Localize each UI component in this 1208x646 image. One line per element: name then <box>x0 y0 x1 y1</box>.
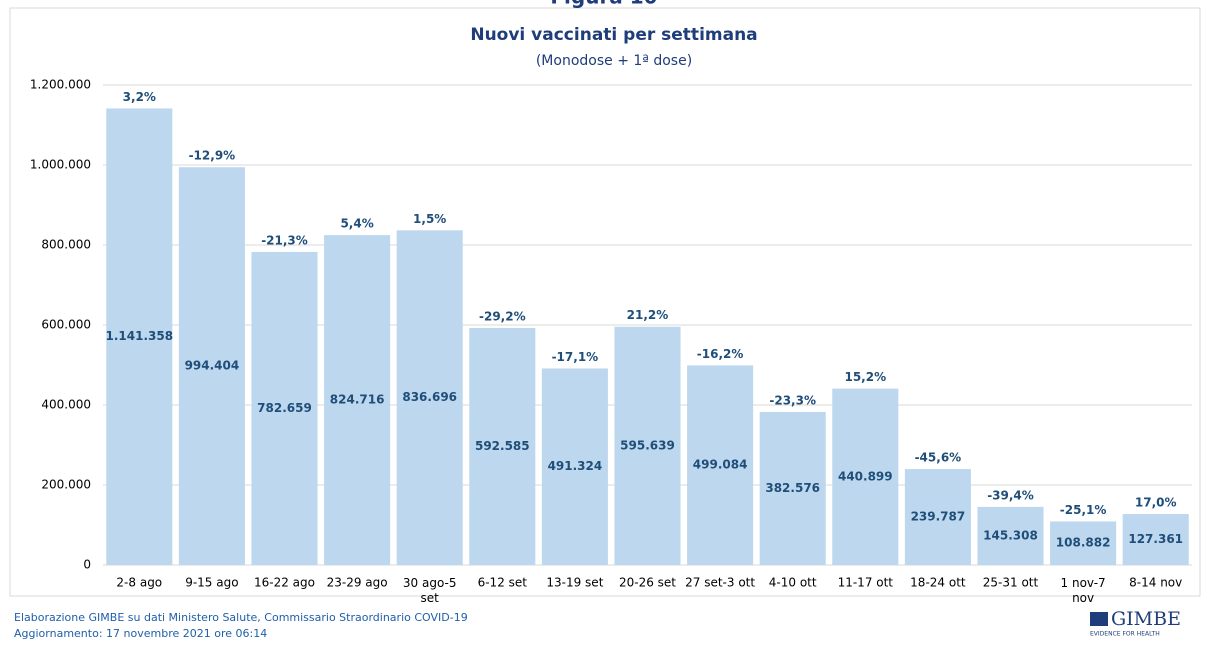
chart-frame <box>9 7 1201 597</box>
x-tick-label: 30 ago-5 set <box>403 576 457 605</box>
x-tick-label: 13-19 set <box>546 576 603 590</box>
change-label: -25,1% <box>1060 503 1107 517</box>
y-tick-label: 400.000 <box>41 398 91 412</box>
y-tick-label: 800.000 <box>41 238 91 252</box>
y-tick-label: 600.000 <box>41 318 91 332</box>
x-tick-label: 2-8 ago <box>116 576 162 590</box>
source-note: Elaborazione GIMBE su dati Ministero Sal… <box>14 611 468 624</box>
logo-tagline: EVIDENCE FOR HEALTH <box>1090 631 1160 638</box>
x-tick-line: 30 ago-5 <box>403 576 457 590</box>
x-tick-line: set <box>421 591 440 605</box>
logo-name: GIMBE <box>1111 608 1181 630</box>
change-label: -23,3% <box>769 393 816 407</box>
change-label: -39,4% <box>987 488 1034 502</box>
y-tick-label: 0 <box>83 558 91 572</box>
bar <box>251 251 318 565</box>
figure-label: Figura 10 <box>550 0 657 9</box>
value-label: 782.659 <box>257 401 312 415</box>
bar <box>977 506 1044 565</box>
change-label: 17,0% <box>1135 496 1177 510</box>
chart-subtitle: (Monodose + 1ª dose) <box>536 53 692 69</box>
x-tick-label: 23-29 ago <box>327 576 388 590</box>
x-tick-label: 6-12 set <box>478 576 528 590</box>
bar <box>759 411 826 565</box>
value-label: 595.639 <box>620 438 675 452</box>
x-tick-label: 9-15 ago <box>185 576 238 590</box>
x-tick-label: 20-26 set <box>619 576 676 590</box>
x-tick-line: nov <box>1072 591 1094 605</box>
x-tick-label: 18-24 ott <box>910 576 966 590</box>
change-label: -21,3% <box>261 233 308 247</box>
value-label: 127.361 <box>1128 532 1183 546</box>
y-tick-label: 1.000.000 <box>30 158 91 172</box>
x-tick-label: 27 set-3 ott <box>685 576 755 590</box>
change-label: 1,5% <box>413 212 446 226</box>
change-label: 21,2% <box>627 308 669 322</box>
chart-title: Nuovi vaccinati per settimana <box>470 25 757 45</box>
x-tick-label: 8-14 nov <box>1129 576 1182 590</box>
value-label: 108.882 <box>1056 536 1111 550</box>
change-label: -29,2% <box>479 309 526 323</box>
change-label: -45,6% <box>915 451 962 465</box>
x-tick-label: 16-22 ago <box>254 576 315 590</box>
change-label: 15,2% <box>844 370 886 384</box>
x-tick-label: 4-10 ott <box>769 576 817 590</box>
bar <box>614 326 681 565</box>
logo-icon <box>1090 612 1108 626</box>
x-tick-label: 11-17 ott <box>838 576 894 590</box>
change-label: -16,2% <box>697 347 744 361</box>
bar <box>324 235 391 566</box>
change-label: 5,4% <box>340 217 373 231</box>
value-label: 382.576 <box>765 481 820 495</box>
bar <box>904 469 971 565</box>
bar <box>832 388 899 565</box>
value-label: 145.308 <box>983 528 1038 542</box>
bar <box>1050 521 1117 565</box>
x-tick-label: 25-31 ott <box>983 576 1039 590</box>
value-label: 499.084 <box>693 458 748 472</box>
x-tick-line: 1 nov-7 <box>1061 576 1106 590</box>
value-label: 994.404 <box>185 359 240 373</box>
bar <box>541 368 608 565</box>
y-tick-label: 1.200.000 <box>30 78 91 92</box>
change-label: -12,9% <box>189 149 236 163</box>
change-label: -17,1% <box>552 350 599 364</box>
bar <box>1122 514 1189 565</box>
value-label: 836.696 <box>402 390 457 404</box>
value-label: 824.716 <box>330 393 385 407</box>
value-label: 239.787 <box>911 510 966 524</box>
value-label: 1.141.358 <box>106 329 174 343</box>
update-note: Aggiornamento: 17 novembre 2021 ore 06:1… <box>14 627 267 640</box>
y-tick-label: 200.000 <box>41 478 91 492</box>
bar <box>687 365 754 565</box>
value-label: 440.899 <box>838 469 893 483</box>
change-label: 3,2% <box>123 90 156 104</box>
value-label: 491.324 <box>548 459 603 473</box>
bar <box>396 230 463 565</box>
bar <box>106 108 173 566</box>
bar <box>469 327 536 565</box>
x-tick-label: 1 nov-7 nov <box>1061 576 1106 605</box>
bar <box>178 167 245 565</box>
value-label: 592.585 <box>475 439 530 453</box>
